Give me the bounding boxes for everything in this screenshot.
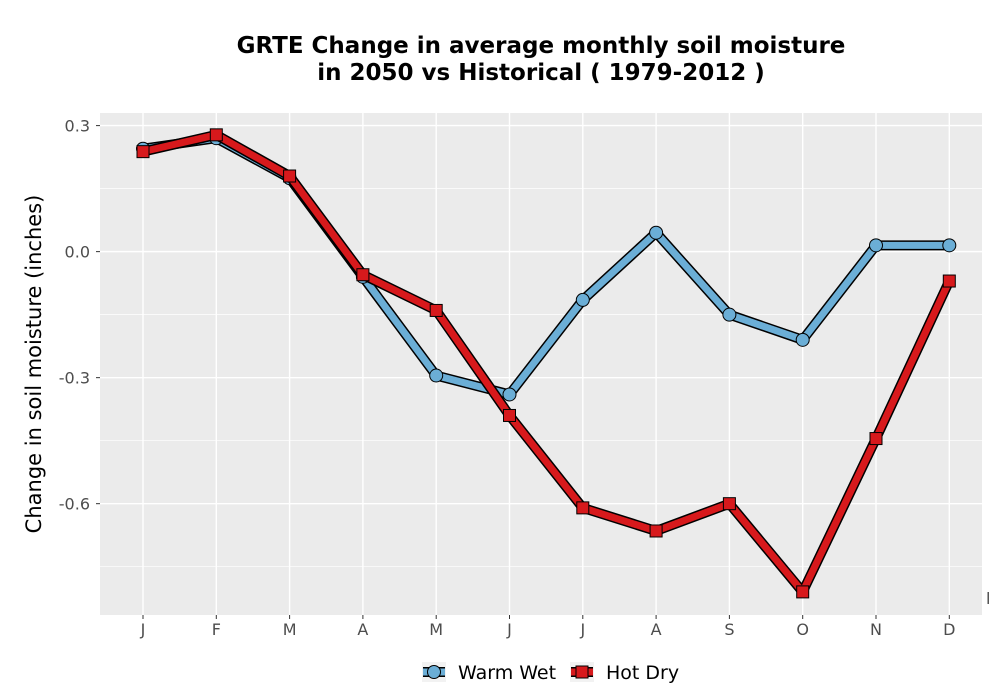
x-tick-label: O [796,620,809,639]
y-axis-title: Change in soil moisture (inches) [22,195,46,534]
legend-key-marker [575,665,589,679]
y-tick-label: 0.0 [65,243,90,262]
x-tick-label: J [506,620,512,639]
chart-title-line-1: GRTE Change in average monthly soil mois… [236,33,846,59]
x-tick-label: S [724,620,734,639]
series-layer [136,128,957,599]
x-tick-label: A [651,620,662,639]
x-tick-label: A [357,620,368,639]
data-point [209,128,223,142]
data-point [356,268,370,282]
legend-item: Hot Dry [570,662,679,684]
data-point [942,274,956,288]
legend-label: Hot Dry [606,662,679,684]
y-axis: 0.3 0.0 -0.3 -0.6 [59,117,100,514]
series-hot-dry [136,128,956,599]
y-tick-label: 0.3 [65,117,90,136]
data-point [283,169,297,183]
legend-item: Warm Wet [422,662,556,684]
x-tick-label: M [283,620,297,639]
data-point [942,238,957,253]
data-point [429,303,443,317]
x-tick-label: M [429,620,443,639]
data-point [649,524,663,538]
data-point [502,387,517,402]
data-point [869,432,883,446]
data-point [429,368,444,383]
x-tick-label: J [579,620,585,639]
data-point [869,238,883,253]
data-point [649,225,664,240]
data-point [722,497,736,511]
data-point [722,307,737,322]
series-line [139,131,953,596]
y-tick-label: -0.3 [59,369,90,388]
chart-title: GRTE Change in average monthly soil mois… [100,33,982,87]
legend-label: Warm Wet [458,662,556,684]
legend: Warm Wet Hot Dry [422,662,679,684]
chart-title-line-2: in 2050 vs Historical ( 1979-2012 ) [317,60,765,86]
x-tick-label: D [943,620,955,639]
legend-key-marker [427,665,441,679]
data-point [503,408,516,422]
data-point [796,585,810,599]
x-tick-label: J [140,620,146,639]
x-tick-label: N [870,620,882,639]
data-point [576,501,590,515]
corner-mark: l [986,589,990,608]
data-point [795,332,810,347]
data-point [136,145,150,159]
grid-lines [100,113,982,615]
y-tick-label: -0.6 [59,495,90,514]
data-point [575,292,590,307]
x-tick-label: F [212,620,221,639]
